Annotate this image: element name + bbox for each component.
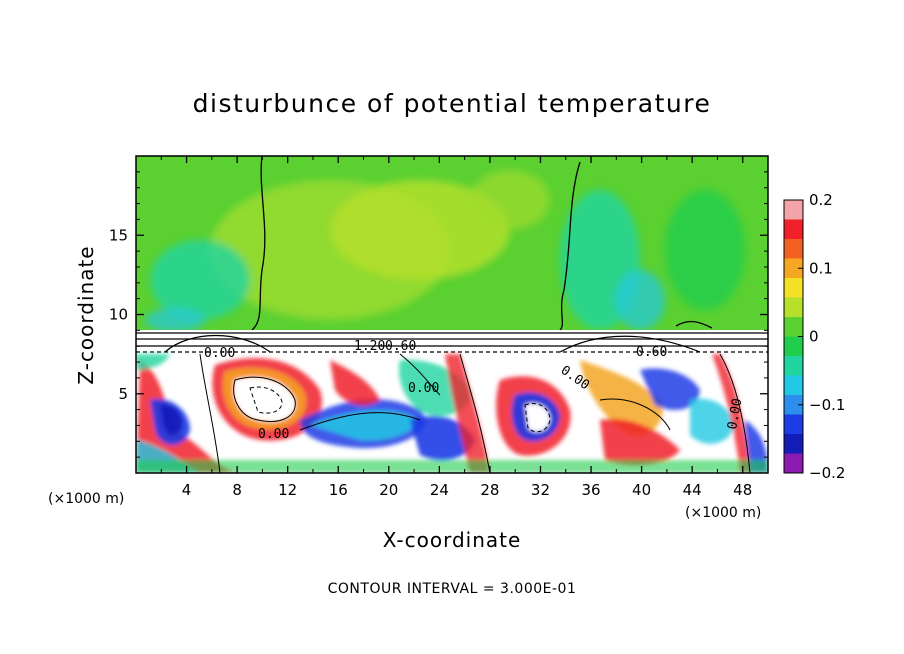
colorbar-swatch: [784, 434, 803, 454]
inversion-contours: [136, 332, 768, 353]
contour-label: 1.20: [354, 339, 385, 354]
colorbar: [784, 200, 803, 474]
x-tick-label: 32: [531, 481, 550, 499]
contour-label: 0.60: [636, 345, 667, 360]
x-tick-label: 12: [278, 481, 297, 499]
contour-label: 0.00: [408, 381, 439, 396]
plot-area: 0.00 0.00 0.00 0.00 0.00 0.60 0.60 1.20: [136, 156, 768, 473]
colorbar-tick-label: 0: [809, 328, 819, 346]
lower-turbulent-colors: [136, 354, 768, 473]
colorbar-swatch: [784, 414, 803, 435]
contour-label: 0.00: [725, 397, 745, 430]
contour-interval-note: CONTOUR INTERVAL = 3.000E-01: [328, 581, 577, 597]
x-unit-left: (×1000 m): [48, 491, 124, 507]
y-tick-label: 5: [118, 385, 128, 403]
colorbar-swatch: [784, 297, 803, 318]
y-axis-ticks: 5 10 15: [109, 171, 768, 458]
x-axis-label: X-coordinate: [383, 528, 522, 552]
upper-contour-right2: [675, 320, 713, 329]
x-tick-label: 8: [232, 481, 242, 499]
x-tick-label: 48: [733, 481, 752, 499]
inversion-band: [136, 330, 768, 354]
contour-labels: 0.00 0.00 0.00 0.00 0.00 0.60 0.60 1.20: [204, 339, 745, 442]
x-tick-label: 28: [480, 481, 499, 499]
x-tick-label: 40: [632, 481, 651, 499]
upper-field: [145, 170, 745, 332]
x-tick-label: 36: [581, 481, 600, 499]
contour-label: 0.60: [385, 339, 416, 354]
colorbar-swatch: [784, 200, 803, 220]
upper-contour-right: [559, 161, 581, 331]
x-tick-label: 16: [329, 481, 348, 499]
x-tick-label: 20: [379, 481, 398, 499]
y-tick-label: 15: [109, 226, 128, 244]
colorbar-swatch: [784, 375, 803, 396]
colorbar-swatch: [784, 278, 803, 298]
contour-label: 0.00: [204, 346, 235, 361]
contour-label: 0.00: [258, 427, 289, 442]
colorbar-tick-label: −0.1: [809, 396, 845, 414]
x-tick-label: 24: [430, 481, 449, 499]
colorbar-swatch: [784, 258, 803, 279]
colorbar-swatch: [784, 356, 803, 376]
y-tick-label: 10: [109, 306, 128, 324]
lower-contours: [199, 353, 751, 473]
upper-contour-left: [251, 156, 266, 331]
colorbar-swatch: [784, 239, 803, 259]
y-axis-label: Z-coordinate: [74, 245, 98, 384]
x-tick-label: 44: [683, 481, 702, 499]
colorbar-ticks: 0.2 0.1 0 −0.1 −0.2: [798, 191, 845, 482]
chart-title: disturbunce of potential temperature: [193, 89, 712, 118]
x-tick-label: 4: [182, 481, 192, 499]
colorbar-swatch: [784, 219, 803, 240]
colorbar-swatch: [784, 453, 803, 474]
colorbar-swatch: [784, 317, 803, 337]
colorbar-tick-label: 0.1: [809, 259, 833, 277]
x-axis-ticks: 4 8 12 16 20 24 28 32 36 40 44 48: [160, 156, 752, 499]
x-unit-right: (×1000 m): [685, 505, 761, 521]
colorbar-tick-label: 0.2: [809, 191, 833, 209]
colorbar-swatch: [784, 395, 803, 415]
colorbar-swatch: [784, 336, 803, 357]
colorbar-tick-label: −0.2: [809, 464, 845, 482]
